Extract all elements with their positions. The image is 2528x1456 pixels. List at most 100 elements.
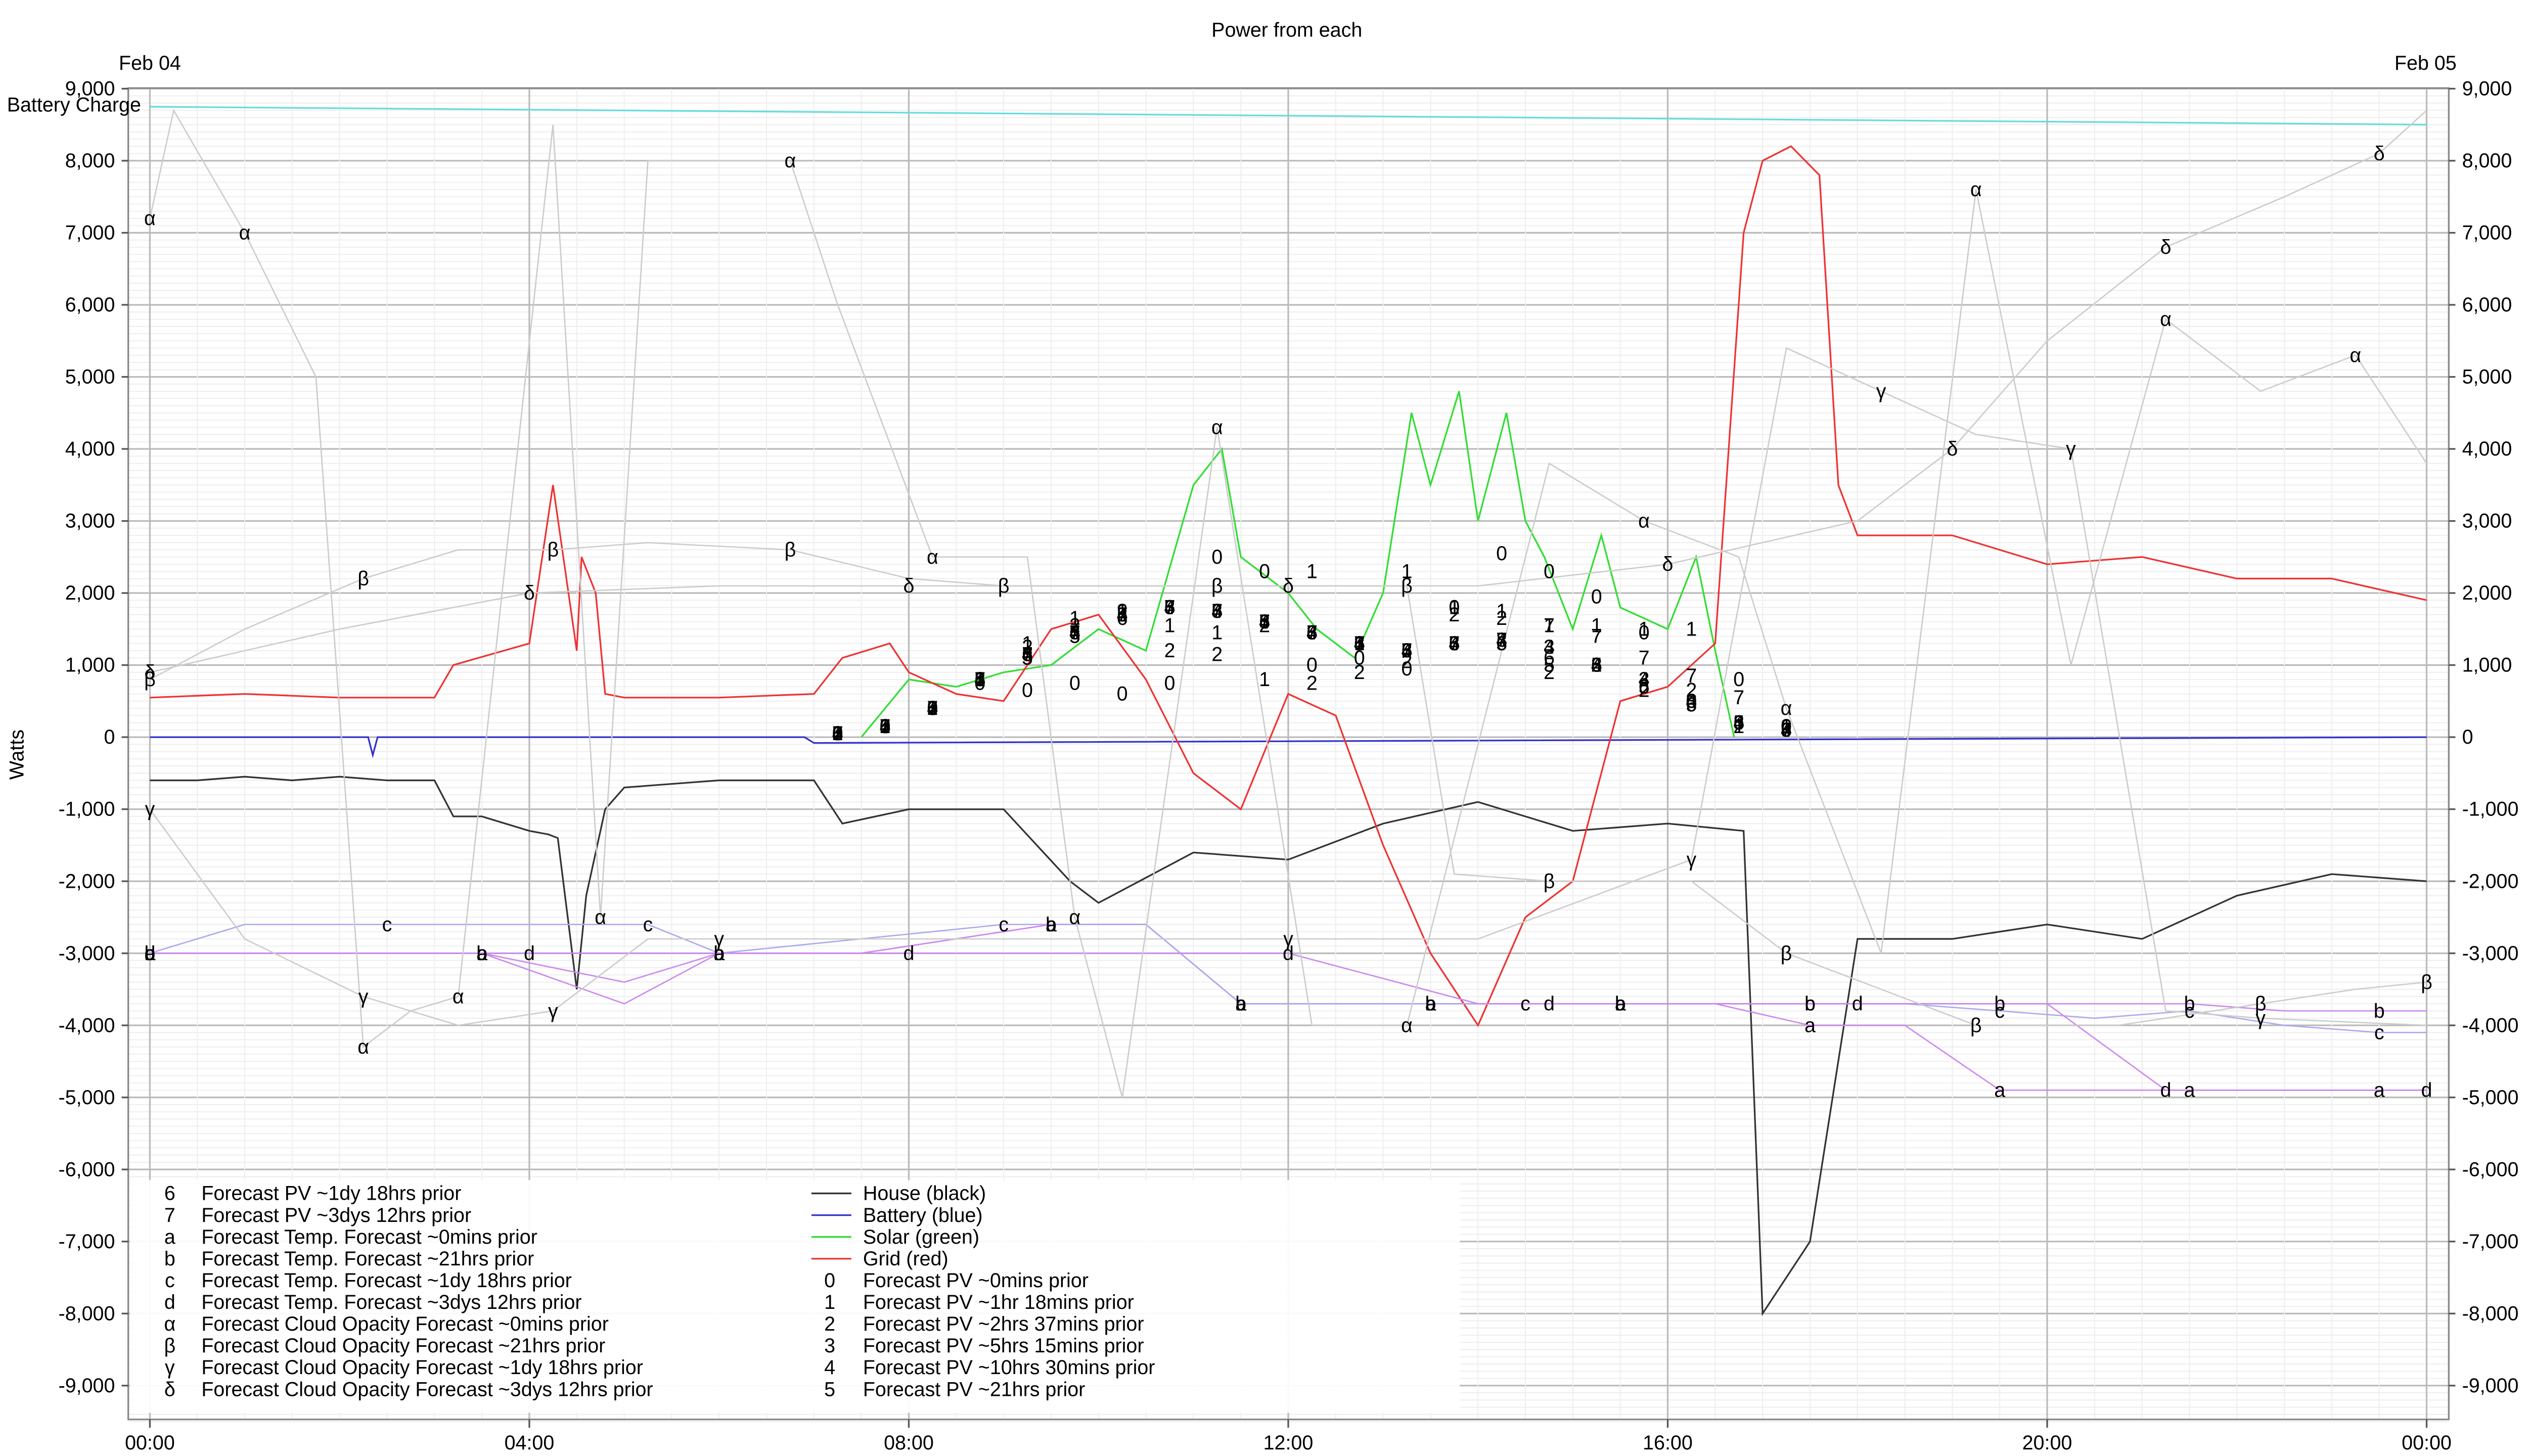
- glyph-marker: α: [1638, 510, 1650, 532]
- glyph-marker: 5: [1022, 647, 1033, 669]
- glyph-marker: d: [2421, 1079, 2432, 1102]
- legend-entry: Forecast PV ~10hrs 30mins prior: [863, 1356, 1155, 1379]
- glyph-marker: 3: [1306, 622, 1318, 644]
- glyph-marker: 1: [1306, 560, 1318, 582]
- glyph-marker: 2: [1639, 679, 1650, 702]
- legend-glyph: 7: [164, 1204, 175, 1226]
- glyph-marker: 7: [1449, 632, 1460, 655]
- glyph-marker: 4: [1402, 640, 1413, 662]
- legend-glyph: 1: [824, 1291, 835, 1313]
- series-line-battery-blue: [150, 736, 2427, 759]
- legend-entry: Forecast PV ~21hrs prior: [863, 1378, 1085, 1400]
- legend-glyph: β: [164, 1335, 176, 1357]
- glyph-marker: α: [595, 906, 606, 929]
- glyph-marker: 4: [1164, 597, 1175, 619]
- glyph-marker: d: [524, 942, 535, 965]
- glyph-marker: 2: [1306, 672, 1318, 694]
- glyph-marker: 2: [1496, 607, 1507, 629]
- glyph-marker: 2: [1164, 640, 1175, 662]
- glyph-marker: 2: [1354, 661, 1365, 684]
- glyph-marker: 0: [880, 715, 891, 738]
- y-tick-label-right: -9,000: [2462, 1375, 2519, 1397]
- glyph-marker: 7: [1496, 629, 1507, 651]
- glyph-marker: 0: [1306, 654, 1318, 676]
- glyph-marker: 0: [1117, 683, 1128, 705]
- glyph-marker: 3: [1069, 622, 1080, 644]
- glyph-marker: 6: [1639, 675, 1650, 698]
- glyph-marker: 3: [1022, 643, 1033, 665]
- glyph-marker: 1: [1022, 632, 1033, 655]
- glyph-marker: 3: [1211, 600, 1223, 622]
- y-tick-label-right: 1,000: [2462, 654, 2512, 676]
- glyph-marker: γ: [2066, 438, 2076, 460]
- legend-entry: Battery (blue): [863, 1204, 983, 1226]
- glyph-marker: 3: [1591, 654, 1602, 676]
- y-tick-label-left: 7,000: [65, 222, 115, 244]
- glyph-marker: 6: [1686, 694, 1697, 716]
- glyph-marker: 0: [832, 722, 843, 745]
- glyph-marker: 1: [1069, 607, 1080, 629]
- glyph-marker: b: [1046, 914, 1057, 936]
- y-tick-label-right: 5,000: [2462, 366, 2512, 388]
- y-tick-label-left: -8,000: [59, 1302, 115, 1325]
- y-tick-label-left: 2,000: [65, 582, 115, 604]
- y-tick-label-left: 5,000: [65, 366, 115, 388]
- glyph-marker: d: [1283, 942, 1294, 965]
- glyph-marker: 0: [927, 697, 938, 719]
- glyph-marker: 6: [927, 697, 938, 719]
- glyph-marker: b: [1235, 993, 1246, 1015]
- y-tick-label-right: 7,000: [2462, 222, 2512, 244]
- glyph-marker: γ: [358, 985, 369, 1008]
- glyph-marker: β: [1781, 942, 1792, 965]
- glyph-marker: 1: [1259, 668, 1270, 691]
- y-tick-label-left: -6,000: [59, 1158, 115, 1180]
- glyph-marker: 0: [1164, 672, 1175, 694]
- glyph-marker: 5: [1069, 625, 1080, 648]
- y-tick-label-right: -8,000: [2462, 1302, 2519, 1325]
- y-tick-label-left: 4,000: [65, 438, 115, 460]
- glyph-marker: α: [1401, 1014, 1413, 1036]
- glyph-marker: 5: [927, 697, 938, 719]
- legend-entry: Forecast Temp. Forecast ~1dy 18hrs prior: [201, 1269, 571, 1292]
- series-line-grid-red: [150, 145, 2427, 1027]
- y-tick-label-right: 8,000: [2462, 150, 2512, 172]
- date-right-label: Feb 05: [2395, 52, 2457, 74]
- glyph-marker: 4: [1069, 622, 1080, 644]
- glyph-marker: α: [785, 150, 796, 172]
- glyph-marker: 6: [1354, 632, 1365, 655]
- glyph-marker: 5: [1306, 622, 1318, 644]
- glyph-marker: β: [2255, 993, 2267, 1015]
- glyph-marker: 1: [832, 722, 843, 745]
- glyph-marker: δ: [2374, 143, 2385, 165]
- glyph-marker: δ: [903, 575, 914, 597]
- y-tick-label-right: -6,000: [2462, 1158, 2519, 1180]
- glyph-marker: 4: [1591, 654, 1602, 676]
- glyph-marker: 1: [1733, 715, 1744, 738]
- glyph-marker: c: [1805, 993, 1815, 1015]
- legend-entry: Forecast PV ~2hrs 37mins prior: [863, 1313, 1144, 1335]
- glyph-marker: 4: [1117, 604, 1128, 626]
- legend-glyph: b: [164, 1248, 175, 1270]
- glyph-marker: 3: [832, 722, 843, 745]
- glyph-marker: 6: [974, 668, 985, 691]
- glyph-marker: 2: [1022, 636, 1033, 658]
- legend-entry: Solar (green): [863, 1226, 979, 1248]
- glyph-marker: a: [1994, 1079, 2005, 1102]
- glyph-marker: α: [2160, 308, 2172, 331]
- glyph-marker: 4: [1354, 632, 1365, 655]
- glyph-marker: 4: [1781, 719, 1792, 741]
- y-tick-label-left: 9,000: [65, 78, 115, 100]
- chart-title: Power from each: [1211, 19, 1362, 41]
- y-tick-label-left: -4,000: [59, 1014, 115, 1036]
- glyph-marker: 5: [1402, 640, 1413, 662]
- legend-glyph: 3: [824, 1335, 835, 1357]
- glyph-marker: δ: [524, 582, 535, 604]
- glyph-marker: 7: [1591, 625, 1602, 648]
- y-axis-left: 9,000 8,000 7,000 6,000 5,000 4,000 3,000 2,000…: [59, 78, 128, 1397]
- glyph-marker: 1: [880, 715, 891, 738]
- glyph-marker: 5: [1164, 597, 1175, 619]
- glyph-marker: 3: [1544, 636, 1555, 658]
- glyph-marker: a: [2184, 1079, 2195, 1102]
- glyph-marker: β: [144, 668, 156, 691]
- y-tick-label-left: 3,000: [65, 510, 115, 532]
